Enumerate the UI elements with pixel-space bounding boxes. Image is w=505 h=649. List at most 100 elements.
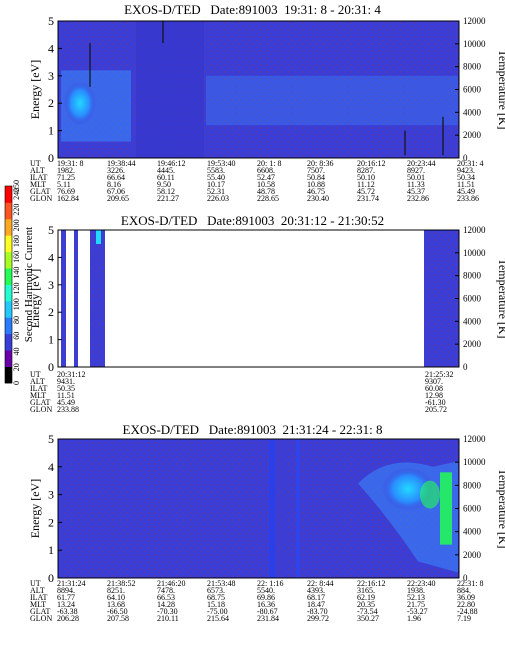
panel3-title: EXOS-D/TED Date:891003 21:31:24 - 22:31:… bbox=[122, 422, 383, 437]
info-cell: 50.01 bbox=[407, 173, 425, 182]
info-row-label-glat: GLAT bbox=[30, 398, 51, 407]
info-cell: 19:46:12 bbox=[157, 159, 185, 168]
info-cell: 226.03 bbox=[207, 194, 229, 203]
colorbar-segment bbox=[5, 251, 12, 269]
info-cell: -53.27 bbox=[407, 607, 428, 616]
info-cell: 14.28 bbox=[157, 600, 175, 609]
info-cell: -66.50 bbox=[107, 607, 128, 616]
info-cell: 221.27 bbox=[157, 194, 179, 203]
info-cell: 20: 8:36 bbox=[307, 159, 333, 168]
info-cell: 22: 1:16 bbox=[257, 579, 283, 588]
info-cell: 231.74 bbox=[357, 194, 379, 203]
info-cell: 6573. bbox=[207, 586, 225, 595]
y-tick-label: 5 bbox=[48, 432, 54, 446]
y-tick-label: 2 bbox=[48, 96, 54, 110]
info-cell: 350.27 bbox=[357, 614, 379, 623]
info-cell: 884. bbox=[457, 586, 471, 595]
y-axis-label: Energy [eV] bbox=[28, 269, 42, 328]
info-cell: -75.00 bbox=[207, 607, 228, 616]
info-cell: 67.06 bbox=[107, 187, 125, 196]
info-cell: 232.86 bbox=[407, 194, 429, 203]
info-cell: 9.50 bbox=[157, 180, 171, 189]
y2-tick-label: 0 bbox=[463, 153, 468, 163]
info-cell: 66.53 bbox=[157, 593, 175, 602]
info-cell: 13.68 bbox=[107, 600, 125, 609]
info-row-label-ilat: ILAT bbox=[30, 384, 47, 393]
info-cell: -61.30 bbox=[425, 398, 446, 407]
panel-2: 0 1 2 3 4 5 Energy [eV] 0 2000 4000 6000 8000 10000 1… bbox=[28, 223, 505, 414]
info-cell: 55.40 bbox=[207, 173, 225, 182]
colorbar-tick-label: 60 bbox=[12, 332, 21, 340]
info-cell: 299.72 bbox=[307, 614, 329, 623]
info-cell: 210.11 bbox=[157, 614, 179, 623]
colorbar-segment bbox=[5, 333, 12, 351]
info-cell: 36.09 bbox=[457, 593, 475, 602]
info-cell: 68.17 bbox=[307, 593, 325, 602]
info-cell: 66.64 bbox=[107, 173, 125, 182]
info-cell: 22.80 bbox=[457, 600, 475, 609]
colorbar-segment bbox=[5, 218, 12, 236]
y-tick-label: 4 bbox=[48, 250, 54, 264]
info-cell: 48.78 bbox=[257, 187, 275, 196]
info-cell: 46.75 bbox=[307, 187, 325, 196]
stripe-2 bbox=[296, 439, 300, 578]
colorbar-tick-label: 140 bbox=[12, 267, 21, 279]
colorbar-tick-label: 240 bbox=[12, 188, 21, 200]
plasma-core bbox=[64, 81, 96, 126]
info-cell: 52.47 bbox=[257, 173, 275, 182]
info-cell: 206.28 bbox=[57, 614, 79, 623]
info-cell: 10.58 bbox=[257, 180, 275, 189]
info-cell: 4445. bbox=[157, 166, 175, 175]
info-cell: 8251. bbox=[107, 586, 125, 595]
info-cell: 21:31:24 bbox=[57, 579, 85, 588]
info-cell: 5540. bbox=[257, 586, 275, 595]
info-cell: -80.67 bbox=[257, 607, 278, 616]
info-cell: 1982. bbox=[57, 166, 75, 175]
info-cell: 71.25 bbox=[57, 173, 75, 182]
y2-tick-label: 4000 bbox=[463, 316, 482, 326]
info-cell: 228.65 bbox=[257, 194, 279, 203]
y-tick-label: 3 bbox=[48, 278, 54, 292]
y-tick-label: 5 bbox=[48, 14, 54, 28]
y2-tick-label: 0 bbox=[463, 573, 468, 583]
y2-tick-label: 12000 bbox=[463, 225, 486, 235]
info-row-label-mlt: MLT bbox=[30, 600, 46, 609]
info-row-label-alt: ALT bbox=[30, 586, 45, 595]
info-cell: 8894. bbox=[57, 586, 75, 595]
info-cell: 209.65 bbox=[107, 194, 129, 203]
info-cell: 16.36 bbox=[257, 600, 275, 609]
info-cell: 62.19 bbox=[357, 593, 375, 602]
info-cell: 7507. bbox=[307, 166, 325, 175]
info-row-label-ut: UT bbox=[30, 579, 41, 588]
colorbar-segment bbox=[5, 317, 12, 335]
info-cell: 69.86 bbox=[257, 593, 275, 602]
info-cell: 18.47 bbox=[307, 600, 325, 609]
info-cell: 19:53:40 bbox=[207, 159, 235, 168]
info-cell: 10.17 bbox=[207, 180, 225, 189]
y-axis-label: Energy [eV] bbox=[28, 60, 42, 119]
info-cell: 45.49 bbox=[57, 398, 75, 407]
info-cell: 4393. bbox=[307, 586, 325, 595]
data-gap bbox=[58, 230, 459, 367]
info-cell: 11.33 bbox=[407, 180, 425, 189]
info-cell: 68.75 bbox=[207, 593, 225, 602]
info-row-label-alt: ALT bbox=[30, 166, 45, 175]
y2-axis-label: Temperature [K] bbox=[496, 49, 505, 129]
info-row-label-glon: GLON bbox=[30, 405, 52, 414]
info-cell: -24.88 bbox=[457, 607, 478, 616]
info-cell: 11.12 bbox=[357, 180, 375, 189]
stripe-1 bbox=[269, 439, 275, 578]
info-cell: 20:23:44 bbox=[407, 159, 435, 168]
data-strip-right bbox=[424, 230, 459, 367]
info-cell: 15.18 bbox=[207, 600, 225, 609]
info-cell: 19:38:44 bbox=[107, 159, 135, 168]
info-cell: 5.11 bbox=[57, 180, 71, 189]
info-cell: 12.98 bbox=[425, 391, 443, 400]
info-cell: 45.37 bbox=[407, 187, 425, 196]
y2-tick-label: 0 bbox=[463, 362, 468, 372]
info-cell: 162.84 bbox=[57, 194, 79, 203]
colorbar-segment bbox=[5, 284, 12, 302]
info-cell: 233.88 bbox=[57, 405, 79, 414]
colorbar-tick-label: 120 bbox=[12, 282, 21, 294]
